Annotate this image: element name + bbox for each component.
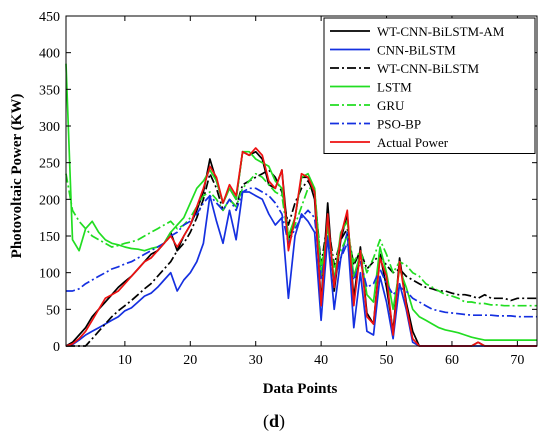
y-axis: 0 50 100 150 200 250 300 350 400 450: [39, 10, 537, 355]
legend-label: WT-CNN-BiLSTM-AM: [377, 24, 505, 39]
y-tick-label: 250: [39, 157, 60, 172]
x-axis-label: Data Points: [263, 381, 338, 397]
y-tick-label: 150: [39, 230, 60, 245]
plot-content: [65, 63, 537, 347]
x-tick-label: 30: [249, 353, 263, 368]
legend-label: PSO-BP: [377, 117, 421, 132]
plot-frame: [65, 15, 538, 347]
y-tick-label: 50: [46, 303, 60, 318]
y-tick-label: 0: [53, 340, 60, 355]
x-tick-label: 40: [314, 353, 328, 368]
series-line-5: [65, 172, 537, 307]
legend-label: LSTM: [377, 80, 412, 95]
series-line-3: [66, 169, 537, 347]
x-tick-label: 60: [445, 353, 459, 368]
x-tick-label: 70: [510, 353, 524, 368]
y-tick-label: 450: [39, 10, 60, 25]
y-tick-label: 200: [39, 193, 60, 208]
x-axis: 10 20 30 40 50 60 70: [118, 16, 524, 368]
y-tick-label: 400: [39, 47, 60, 62]
x-tick-label: 10: [118, 353, 132, 368]
legend-label: GRU: [377, 98, 405, 113]
y-axis-label: Photovoltaic Power (KW): [9, 94, 25, 259]
panel-label-letter: d: [269, 411, 279, 431]
x-tick-label: 20: [183, 353, 197, 368]
y-tick-label: 300: [39, 120, 60, 135]
panel-label: (d): [263, 411, 285, 432]
panel-label-open: (: [263, 411, 269, 432]
legend: WT-CNN-BiLSTM-AM CNN-BiLSTM WT-CNN-BiLSTM L…: [323, 17, 536, 154]
y-tick-label: 350: [39, 83, 60, 98]
series-line-6: [66, 187, 537, 318]
x-tick-label: 50: [380, 353, 394, 368]
legend-label: Actual Power: [377, 135, 449, 150]
panel-label-close: ): [279, 411, 285, 432]
legend-label: WT-CNN-BiLSTM: [377, 61, 480, 76]
legend-label: CNN-BiLSTM: [377, 43, 456, 58]
y-tick-label: 100: [39, 267, 60, 282]
